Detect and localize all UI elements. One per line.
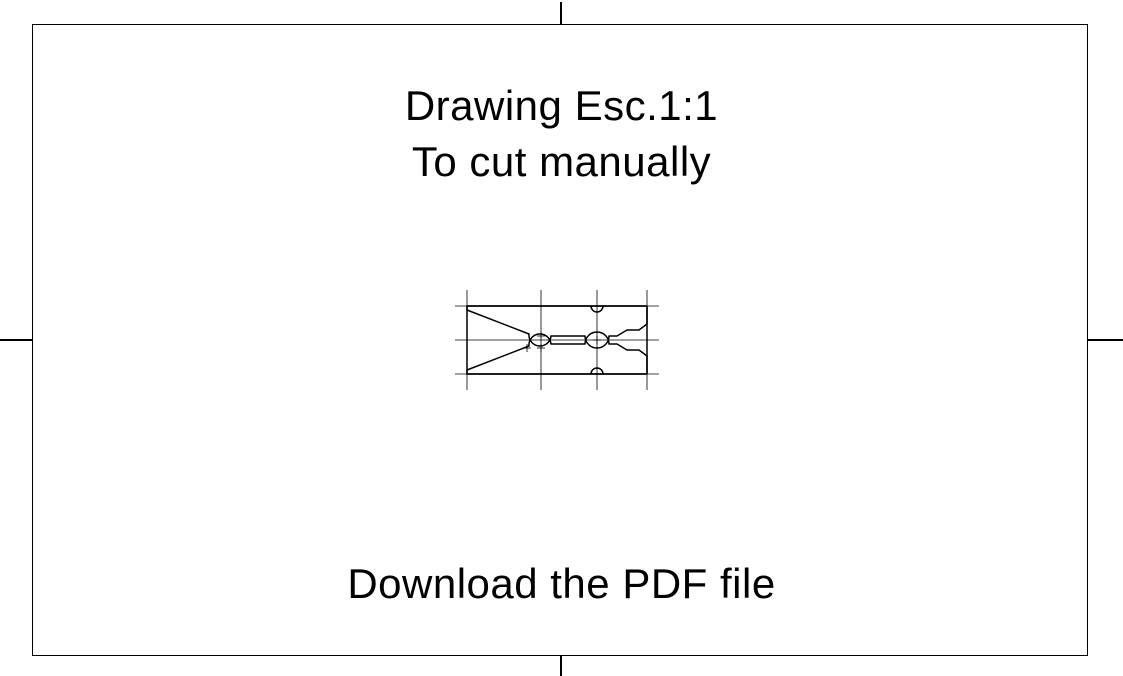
registration-mark-right [1088,339,1123,341]
registration-mark-bottom [560,656,562,676]
title-line-1: Drawing Esc.1:1 [0,78,1123,134]
registration-mark-top [560,2,562,24]
title-block: Drawing Esc.1:1 To cut manually [0,78,1123,190]
technical-drawing [435,270,685,410]
title-line-2: To cut manually [0,134,1123,190]
download-link[interactable]: Download the PDF file [0,560,1123,608]
registration-mark-left [0,339,32,341]
download-label: Download the PDF file [347,560,775,607]
